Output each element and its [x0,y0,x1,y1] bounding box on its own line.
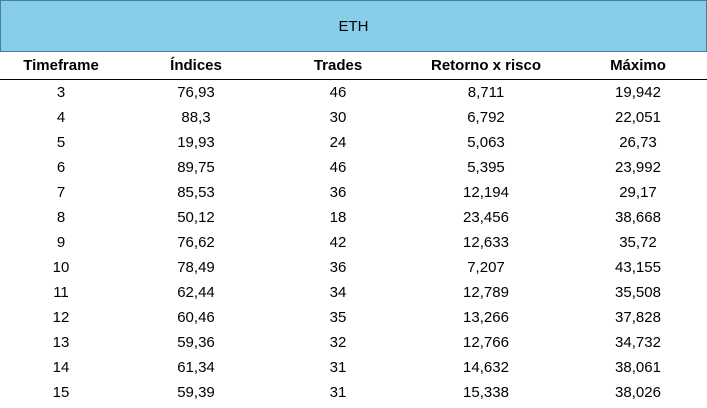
cell-maximo: 38,061 [615,359,661,376]
table-body: 3 76,93 46 8,711 19,942 4 88,3 30 6,792 … [0,80,707,405]
header-maximo: Máximo [610,57,666,74]
table-title: ETH [0,0,707,52]
cell-retorno-x-risco: 12,766 [463,334,509,351]
cell-indices: 59,36 [177,334,215,351]
cell-trades: 46 [329,159,347,176]
cell-timeframe: 7 [56,184,66,201]
cell-trades: 31 [329,359,347,376]
cell-timeframe: 3 [56,84,66,101]
cell-indices: 85,53 [177,184,215,201]
table-row: 9 76,62 42 12,633 35,72 [0,230,707,255]
cell-timeframe: 4 [56,109,66,126]
table-row: 3 76,93 46 8,711 19,942 [0,80,707,105]
cell-maximo: 38,668 [615,209,661,226]
cell-timeframe: 5 [56,134,66,151]
cell-timeframe: 6 [56,159,66,176]
table-row: 6 89,75 46 5,395 23,992 [0,155,707,180]
cell-trades: 35 [329,309,347,326]
cell-trades: 18 [329,209,347,226]
cell-indices: 62,44 [177,284,215,301]
cell-maximo: 19,942 [615,84,661,101]
cell-trades: 30 [329,109,347,126]
cell-trades: 36 [329,184,347,201]
header-indices: Índices [170,57,222,74]
table-row: 7 85,53 36 12,194 29,17 [0,180,707,205]
cell-indices: 50,12 [177,209,215,226]
cell-indices: 78,49 [177,259,215,276]
table-row: 10 78,49 36 7,207 43,155 [0,255,707,280]
cell-trades: 36 [329,259,347,276]
cell-timeframe: 13 [52,334,70,351]
cell-trades: 46 [329,84,347,101]
cell-maximo: 23,992 [615,159,661,176]
header-timeframe: Timeframe [23,57,99,74]
cell-retorno-x-risco: 15,338 [463,384,509,401]
cell-indices: 89,75 [177,159,215,176]
cell-retorno-x-risco: 13,266 [463,309,509,326]
cell-retorno-x-risco: 12,194 [463,184,509,201]
cell-indices: 88,3 [181,109,211,126]
table-row: 4 88,3 30 6,792 22,051 [0,105,707,130]
cell-retorno-x-risco: 14,632 [463,359,509,376]
cell-indices: 19,93 [177,134,215,151]
cell-maximo: 34,732 [615,334,661,351]
cell-retorno-x-risco: 5,395 [467,159,505,176]
cell-timeframe: 14 [52,359,70,376]
cell-timeframe: 9 [56,234,66,251]
cell-maximo: 38,026 [615,384,661,401]
header-retorno-x-risco: Retorno x risco [430,57,542,74]
cell-maximo: 43,155 [615,259,661,276]
cell-trades: 34 [329,284,347,301]
cell-retorno-x-risco: 12,789 [463,284,509,301]
cell-trades: 24 [329,134,347,151]
cell-maximo: 37,828 [615,309,661,326]
cell-trades: 42 [329,234,347,251]
cell-indices: 61,34 [177,359,215,376]
header-trades: Trades [313,57,363,74]
cell-timeframe: 10 [52,259,70,276]
cell-trades: 31 [329,384,347,401]
table-row: 8 50,12 18 23,456 38,668 [0,205,707,230]
table-row: 14 61,34 31 14,632 38,061 [0,355,707,380]
cell-timeframe: 11 [53,284,69,301]
table-row: 11 62,44 34 12,789 35,508 [0,280,707,305]
cell-timeframe: 8 [56,209,66,226]
cell-retorno-x-risco: 6,792 [467,109,505,126]
cell-indices: 60,46 [177,309,215,326]
cell-maximo: 22,051 [615,109,661,126]
cell-maximo: 35,72 [619,234,657,251]
cell-trades: 32 [329,334,347,351]
cell-maximo: 35,508 [615,284,661,301]
cell-indices: 76,62 [177,234,215,251]
table-row: 12 60,46 35 13,266 37,828 [0,305,707,330]
cell-timeframe: 15 [52,384,70,401]
cell-indices: 59,39 [177,384,215,401]
cell-maximo: 29,17 [619,184,657,201]
cell-retorno-x-risco: 5,063 [467,134,505,151]
cell-retorno-x-risco: 12,633 [463,234,509,251]
cell-timeframe: 12 [52,309,70,326]
cell-maximo: 26,73 [619,134,657,151]
cell-retorno-x-risco: 23,456 [463,209,509,226]
cell-retorno-x-risco: 7,207 [467,259,505,276]
table-row: 13 59,36 32 12,766 34,732 [0,330,707,355]
cell-retorno-x-risco: 8,711 [467,84,505,101]
cell-indices: 76,93 [177,84,215,101]
table-row: 15 59,39 31 15,338 38,026 [0,380,707,405]
header-row: Timeframe Índices Trades Retorno x risco… [0,52,707,80]
table-row: 5 19,93 24 5,063 26,73 [0,130,707,155]
